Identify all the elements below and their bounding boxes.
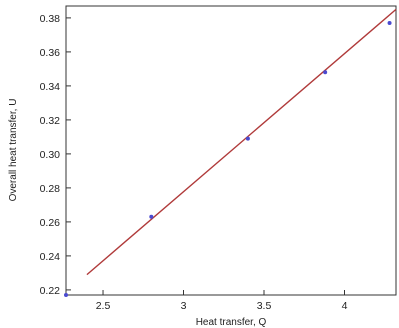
y-tick-label: 0.24 — [40, 251, 61, 263]
y-tick-label: 0.30 — [40, 149, 61, 161]
y-axis-label: Overall heat transfer, U — [8, 99, 19, 202]
data-point — [245, 136, 250, 141]
data-point — [387, 21, 392, 25]
y-tick-label: 0.32 — [40, 115, 61, 127]
data-point — [149, 214, 154, 219]
y-axis-ticks: 0.22 0.24 0.26 0.28 0.30 0.32 0.34 0.36 0.38 — [40, 13, 71, 297]
y-tick-label: 0.28 — [40, 183, 61, 195]
data-point — [64, 293, 68, 297]
y-tick-label: 0.22 — [40, 285, 61, 297]
x-tick-label: 3.5 — [257, 300, 272, 312]
x-axis-label: Heat transfer, Q — [196, 317, 267, 328]
x-axis-ticks: 2.5 3 3.5 4 — [96, 290, 348, 312]
y-tick-label: 0.34 — [40, 81, 61, 93]
data-point — [323, 70, 328, 75]
x-tick-label: 2.5 — [96, 300, 111, 312]
series-layer — [64, 8, 397, 297]
x-tick-label: 4 — [342, 300, 348, 312]
y-tick-label: 0.36 — [40, 47, 61, 59]
fit-line — [86, 8, 397, 276]
y-tick-label: 0.38 — [40, 13, 61, 25]
x-tick-label: 3 — [181, 300, 187, 312]
y-tick-label: 0.26 — [40, 217, 61, 229]
